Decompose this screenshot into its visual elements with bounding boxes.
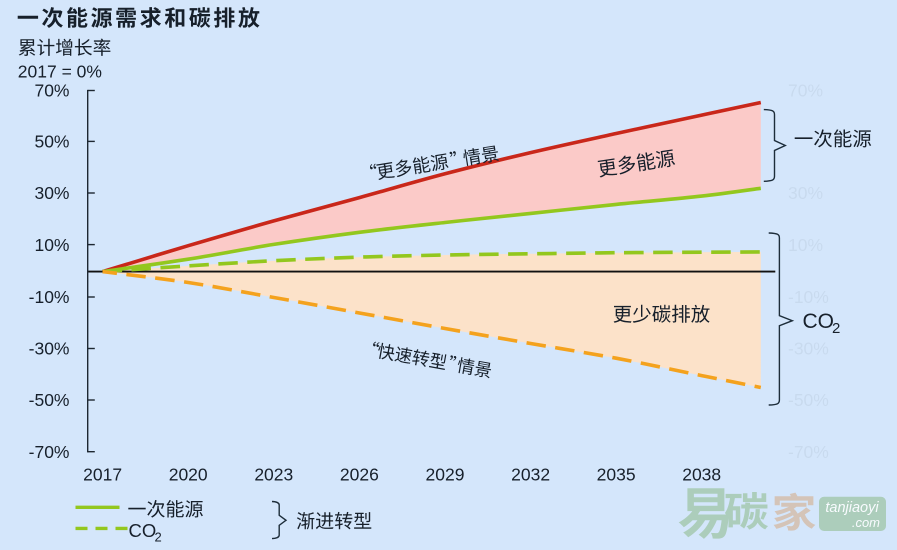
svg-text:-70%: -70% (29, 442, 70, 462)
svg-text:70%: 70% (788, 81, 823, 101)
svg-text:2017: 2017 (83, 465, 122, 485)
svg-text:-70%: -70% (788, 442, 829, 462)
svg-text:2035: 2035 (597, 465, 636, 485)
svg-text:2020: 2020 (169, 465, 208, 485)
svg-text:-10%: -10% (788, 287, 829, 307)
svg-text:10%: 10% (34, 235, 69, 255)
svg-text:2032: 2032 (511, 465, 550, 485)
svg-text:2038: 2038 (682, 465, 721, 485)
svg-text:-50%: -50% (788, 390, 829, 410)
svg-text:tanjiaoyi: tanjiaoyi (825, 500, 879, 516)
svg-text:-30%: -30% (788, 339, 829, 359)
svg-text:10%: 10% (788, 235, 823, 255)
svg-text:2017 = 0%: 2017 = 0% (18, 62, 102, 82)
svg-text:2026: 2026 (340, 465, 379, 485)
svg-text:-30%: -30% (29, 339, 70, 359)
svg-text:2029: 2029 (426, 465, 465, 485)
svg-text:-50%: -50% (29, 390, 70, 410)
svg-text:2023: 2023 (254, 465, 293, 485)
svg-text:30%: 30% (788, 183, 823, 203)
svg-text:30%: 30% (34, 183, 69, 203)
svg-text:CO: CO (803, 310, 835, 333)
svg-text:.com: .com (852, 515, 880, 530)
svg-text:50%: 50% (34, 132, 69, 152)
svg-text:2: 2 (832, 320, 840, 337)
svg-text:CO: CO (129, 520, 157, 541)
svg-text:-10%: -10% (29, 287, 70, 307)
svg-text:2: 2 (155, 530, 162, 545)
svg-text:70%: 70% (34, 81, 69, 101)
